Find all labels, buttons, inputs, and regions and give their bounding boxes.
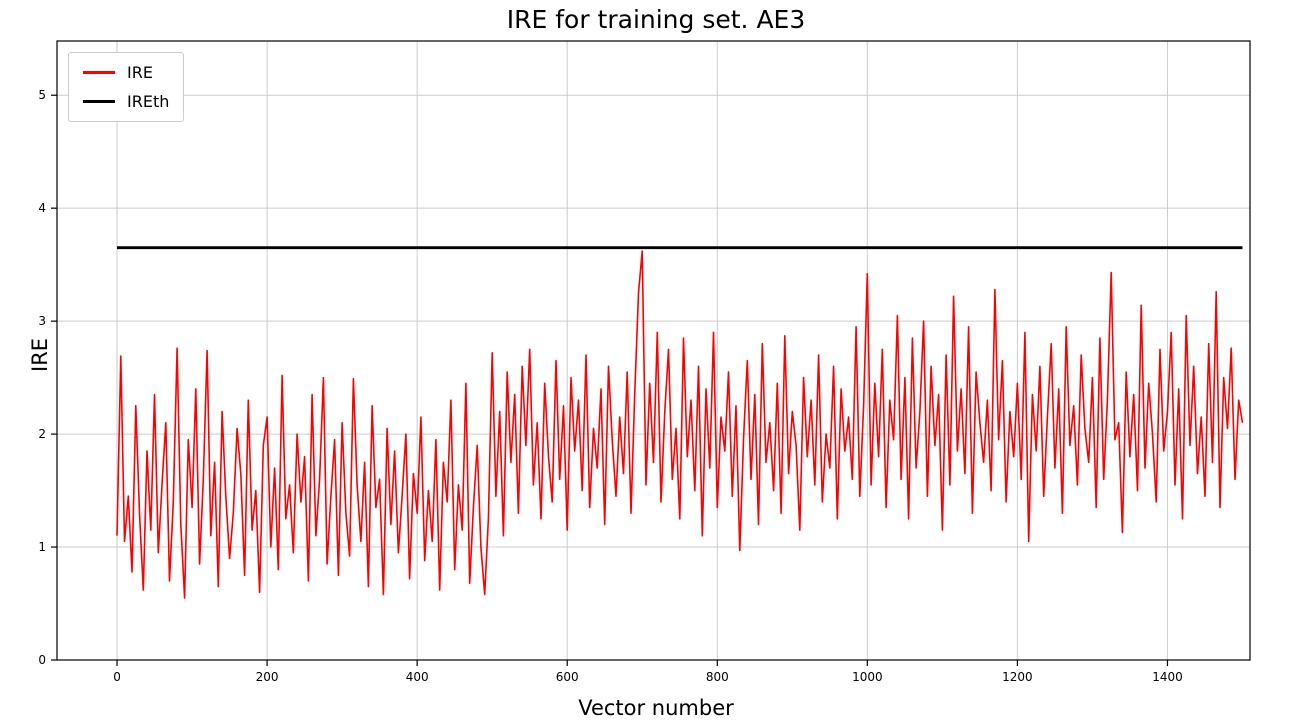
legend: IRE IREth (68, 52, 185, 122)
x-tick-label: 600 (556, 670, 579, 684)
x-tick-label: 200 (256, 670, 279, 684)
legend-entry-ireth: IREth (83, 92, 169, 111)
series-ire (116, 250, 1244, 599)
ire-line-swatch (83, 71, 115, 74)
y-tick-label: 5 (38, 88, 46, 102)
axes-spines (56, 40, 1251, 661)
y-tick-label: 0 (38, 653, 46, 667)
x-tick-label: 1400 (1152, 670, 1183, 684)
ireth-line-swatch (83, 100, 115, 103)
x-tick-label: 1200 (1002, 670, 1033, 684)
legend-label-ire: IRE (127, 63, 153, 82)
chart-title: IRE for training set. AE3 (506, 5, 806, 34)
y-tick-label: 1 (38, 540, 46, 554)
y-tick-label: 4 (38, 201, 46, 215)
x-axis-label: Vector number (578, 696, 734, 720)
x-tick-label: 800 (706, 670, 729, 684)
y-tick-label: 3 (38, 314, 46, 328)
y-axis-label: IRE (28, 337, 52, 372)
x-tick-label: 1000 (852, 670, 883, 684)
legend-entry-ire: IRE (83, 63, 169, 82)
x-tick-label: 0 (113, 670, 121, 684)
legend-label-ireth: IREth (127, 92, 170, 111)
y-tick-label: 2 (38, 427, 46, 441)
x-tick-label: 400 (406, 670, 429, 684)
